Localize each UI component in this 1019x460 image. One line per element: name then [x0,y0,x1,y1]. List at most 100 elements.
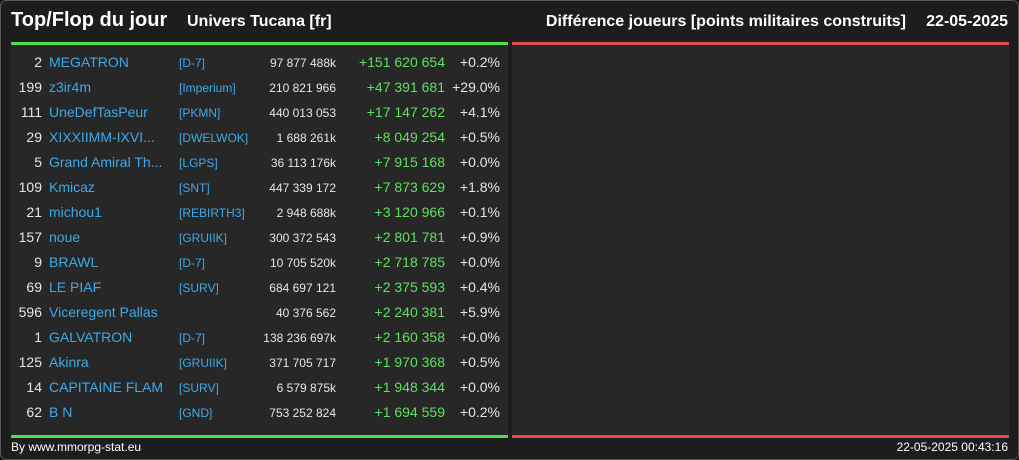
table-row: 2 MEGATRON [D-7] 97 877 488k +151 620 654 +0.… [11,50,508,75]
percent-change: +0.4% [459,279,500,295]
points-difference: +1 970 368 [374,354,445,370]
alliance-tag-link[interactable]: [D-7] [179,331,206,345]
percent-change: +4.1% [459,104,500,120]
player-points: 138 236 697k [263,331,336,345]
points-difference: +2 160 358 [374,329,445,345]
player-points: 10 705 520k [269,256,336,270]
player-name-link[interactable]: GALVATRON [49,329,133,345]
alliance-tag-link[interactable]: [SURV] [179,381,219,395]
player-points: 753 252 824 [269,406,336,420]
player-rank: 69 [26,279,42,295]
percent-change: +0.9% [459,229,500,245]
points-difference: +1 948 344 [374,379,445,395]
player-rank: 111 [20,104,42,120]
alliance-tag-link[interactable]: [PKMN] [179,106,221,120]
percent-change: +0.0% [459,254,500,270]
alliance-tag-link[interactable]: [SURV] [179,281,219,295]
points-difference: +47 391 681 [366,79,445,95]
flop-players-panel [512,42,1009,438]
percent-change: +5.9% [459,304,500,320]
player-rank: 199 [18,79,42,95]
player-points: 440 013 053 [269,106,336,120]
points-difference: +2 375 593 [374,279,445,295]
player-name-link[interactable]: Grand Amiral Th... [49,154,163,170]
player-rank: 9 [34,254,42,270]
footer-credit-link[interactable]: By www.mmorpg-stat.eu [11,440,142,454]
table-row: 9 BRAWL [D-7] 10 705 520k +2 718 785 +0.0% [11,250,508,275]
player-name-link[interactable]: B N [49,404,73,420]
points-difference: +17 147 262 [366,104,445,120]
player-name-link[interactable]: XIXXIIMM-IXVI... [49,129,155,145]
table-row: 125 Akinra [GRUIIK] 371 705 717 +1 970 368 +0… [11,350,508,375]
universe-label: Univers Tucana [fr] [187,13,332,30]
player-rank: 157 [18,229,42,245]
table-row: 14 CAPITAINE FLAM [SURV] 6 579 875k +1 948 3… [11,375,508,400]
player-rank: 29 [26,129,42,145]
player-name-link[interactable]: Viceregent Pallas [49,304,158,320]
alliance-tag-link[interactable]: [REBIRTH3] [179,206,245,220]
player-points: 1 688 261k [276,131,336,145]
percent-change: +0.2% [459,54,500,70]
player-name-link[interactable]: BRAWL [49,254,99,270]
player-points: 210 821 966 [269,81,336,95]
percent-change: +0.5% [459,129,500,145]
percent-change: +0.0% [459,379,500,395]
table-row: 69 LE PIAF [SURV] 684 697 121 +2 375 593 +0.4… [11,275,508,300]
percent-change: +0.1% [459,204,500,220]
table-row: 21 michou1 [REBIRTH3] 2 948 688k +3 120 966 +… [11,200,508,225]
percent-change: +0.2% [459,404,500,420]
alliance-tag-link[interactable]: [D-7] [179,56,206,70]
alliance-tag-link[interactable]: [D-7] [179,256,206,270]
points-difference: +2 718 785 [374,254,445,270]
player-points: 36 113 176k [270,156,336,170]
player-rank: 596 [18,304,42,320]
player-rank: 2 [34,54,42,70]
player-points: 684 697 121 [269,281,336,295]
player-points: 371 705 717 [269,356,336,370]
percent-change: +29.0% [452,79,500,95]
points-difference: +3 120 966 [374,204,445,220]
player-name-link[interactable]: michou1 [49,204,102,220]
percent-change: +1.8% [459,179,500,195]
table-row: 109 Kmicaz [SNT] 447 339 172 +7 873 629 +1.8% [11,175,508,200]
player-name-link[interactable]: z3ir4m [49,79,92,95]
player-name-link[interactable]: Kmicaz [49,179,95,195]
player-points: 300 372 543 [269,231,336,245]
alliance-tag-link[interactable]: [Imperium] [179,81,236,95]
player-name-link[interactable]: LE PIAF [49,279,102,295]
table-row: 199 z3ir4m [Imperium] 210 821 966 +47 391 68… [11,75,508,100]
player-name-link[interactable]: CAPITAINE FLAM [49,379,164,395]
player-name-link[interactable]: Akinra [49,354,89,370]
alliance-tag-link[interactable]: [DWELWOK] [179,131,249,145]
top-players-panel: 2 MEGATRON [D-7] 97 877 488k +151 620 654 +0.… [11,42,508,438]
player-rank: 125 [18,354,42,370]
alliance-tag-link[interactable]: [GRUIIK] [179,231,228,245]
alliance-tag-link[interactable]: [GRUIIK] [179,356,228,370]
table-row: 157 noue [GRUIIK] 300 372 543 +2 801 781 +0.9… [11,225,508,250]
metric-label: Différence joueurs [points militaires co… [545,13,906,30]
player-points: 6 579 875k [276,381,336,395]
player-rank: 5 [34,154,42,170]
player-rank: 1 [34,329,42,345]
player-rank: 21 [26,204,42,220]
page-title: Top/Flop du jour [11,9,168,31]
table-row: 111 UneDefTasPeur [PKMN] 440 013 053 +17 147… [11,100,508,125]
alliance-tag-link[interactable]: [LGPS] [179,156,218,170]
alliance-tag-link[interactable]: [SNT] [179,181,210,195]
header: Top/Flop du jour Univers Tucana [fr] Dif… [1,1,1018,41]
alliance-tag-link[interactable]: [GND] [179,406,213,420]
table-row: 1 GALVATRON [D-7] 138 236 697k +2 160 358 +0.… [11,325,508,350]
player-points: 40 376 562 [275,306,336,320]
player-name-link[interactable]: noue [49,229,81,245]
table-row: 62 B N [GND] 753 252 824 +1 694 559 +0.2% [11,400,508,425]
footer-timestamp: 22-05-2025 00:43:16 [896,440,1008,454]
player-name-link[interactable]: MEGATRON [49,54,129,70]
player-name-link[interactable]: UneDefTasPeur [49,104,148,120]
percent-change: +0.0% [459,154,500,170]
points-difference: +2 801 781 [374,229,445,245]
points-difference: +7 873 629 [374,179,445,195]
points-difference: +151 620 654 [358,54,445,70]
points-difference: +8 049 254 [374,129,445,145]
table-row: 596 Viceregent Pallas 40 376 562 +2 240 381… [11,300,508,325]
